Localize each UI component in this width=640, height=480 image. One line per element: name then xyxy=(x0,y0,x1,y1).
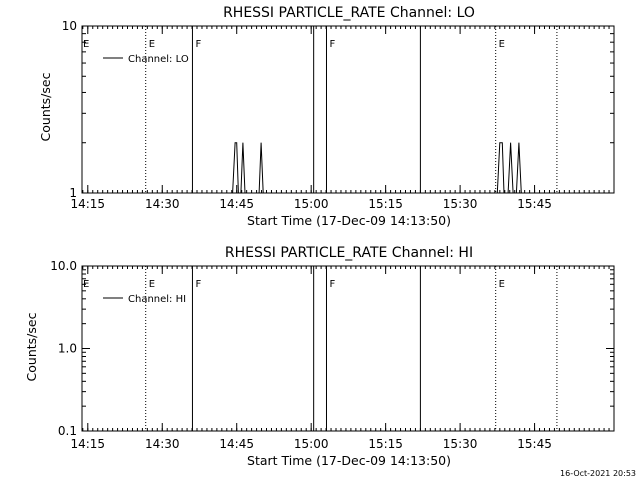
y-tick-label: 1.0 xyxy=(58,342,77,356)
y-tick-label: 1 xyxy=(69,186,77,200)
x-tick-label: 15:45 xyxy=(517,437,552,451)
x-tick-label: 14:15 xyxy=(70,437,105,451)
x-tick-label: 14:15 xyxy=(70,197,105,211)
event-label: E xyxy=(499,39,505,50)
x-tick-label: 15:15 xyxy=(368,437,403,451)
event-label: F xyxy=(329,279,335,290)
x-tick-label: 15:00 xyxy=(294,437,329,451)
x-tick-label: 14:45 xyxy=(219,197,254,211)
x-tick-label: 15:30 xyxy=(443,437,478,451)
event-label: E xyxy=(149,279,155,290)
y-tick-label: 10.0 xyxy=(50,259,77,273)
panel-lo-ylabel: Counts/sec xyxy=(38,72,53,141)
y-tick-label: 0.1 xyxy=(58,424,77,438)
event-label: E xyxy=(149,39,155,50)
x-tick-label: 14:30 xyxy=(145,197,180,211)
panel-hi-legend-label: Channel: HI xyxy=(128,294,186,305)
panel-lo-title: RHESSI PARTICLE_RATE Channel: LO xyxy=(223,5,475,21)
panel-hi-xlabel: Start Time (17-Dec-09 14:13:50) xyxy=(247,453,451,468)
x-tick-label: 14:30 xyxy=(145,437,180,451)
x-tick-label: 15:30 xyxy=(443,197,478,211)
panel-lo-legend-label: Channel: LO xyxy=(128,54,189,65)
timestamp: 16-Oct-2021 20:53 xyxy=(560,469,636,478)
panel-hi: RHESSI PARTICLE_RATE Channel: HI Counts/… xyxy=(24,245,615,468)
event-label: F xyxy=(195,279,201,290)
y-tick-label: 10 xyxy=(62,19,77,33)
panel-hi-ylabel: Counts/sec xyxy=(24,312,39,381)
x-tick-label: 15:45 xyxy=(517,197,552,211)
edge-event-label: E xyxy=(83,39,89,50)
panel-lo-plot: 14:15 14:30 14:45 15:00 15:15 15:30 15:45 1 10 E F… xyxy=(62,19,615,211)
x-tick-label: 15:15 xyxy=(368,197,403,211)
panel-hi-plot: 14:15 14:30 14:45 15:00 15:15 15:30 15:45 0.1 1.… xyxy=(50,259,615,451)
x-tick-label: 15:00 xyxy=(294,197,329,211)
panel-lo-xlabel: Start Time (17-Dec-09 14:13:50) xyxy=(247,213,451,228)
edge-event-label: E xyxy=(83,279,89,290)
panel-lo: RHESSI PARTICLE_RATE Channel: LO Counts/… xyxy=(38,5,615,228)
x-tick-label: 14:45 xyxy=(219,437,254,451)
event-label: E xyxy=(499,279,505,290)
event-label: F xyxy=(329,39,335,50)
panel-hi-title: RHESSI PARTICLE_RATE Channel: HI xyxy=(225,245,473,261)
event-label: F xyxy=(195,39,201,50)
series-line xyxy=(232,142,522,194)
